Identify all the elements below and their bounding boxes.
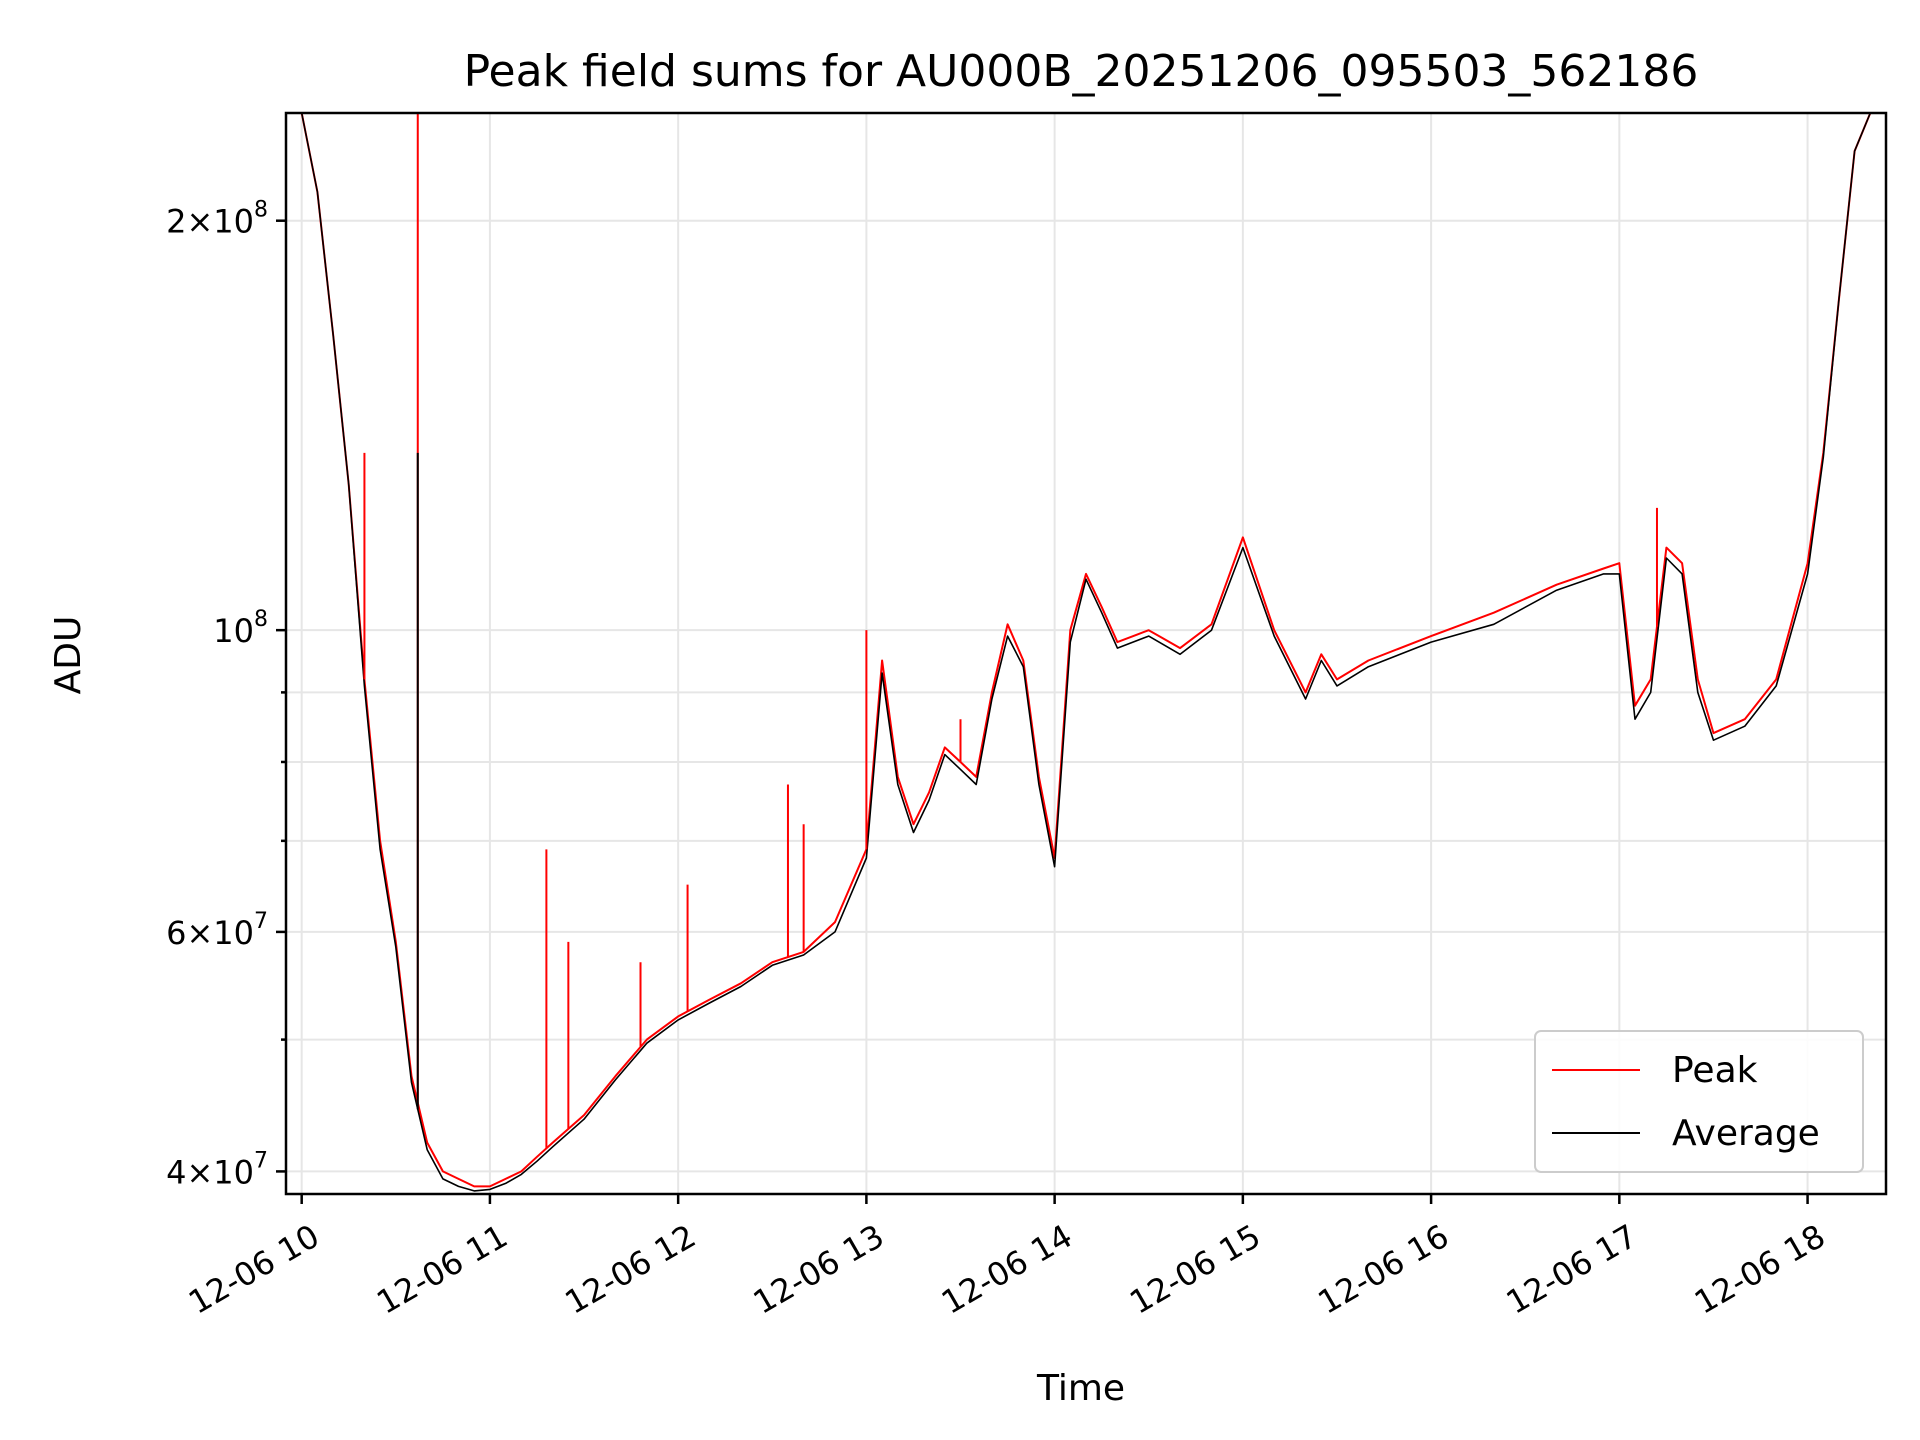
y-tick-label: 4×107 (166, 1148, 268, 1191)
y-tick-label: 2×108 (166, 198, 268, 241)
legend-average-label: Average (1672, 1113, 1820, 1154)
x-axis-label: Time (1036, 1368, 1125, 1409)
y-axis-label: ADU (48, 616, 89, 695)
legend-box (1534, 1030, 1864, 1173)
plot-frame (284, 111, 1888, 1196)
series-layer (286, 113, 1886, 1192)
legend-peak-label: Peak (1672, 1050, 1758, 1091)
y-axis-ticks: 4×107 6×107 108 2×108 (166, 198, 286, 1191)
y-tick-label: 108 (213, 607, 268, 650)
y-tick-label: 6×107 (166, 909, 268, 952)
series-line-average (286, 113, 1886, 1192)
series-clip (286, 113, 1886, 1192)
legend: Peak Average (1534, 1030, 1864, 1173)
chart-title: Peak field sums for AU000B_20251206_0955… (464, 46, 1699, 97)
series-line-peak (286, 113, 1886, 1188)
